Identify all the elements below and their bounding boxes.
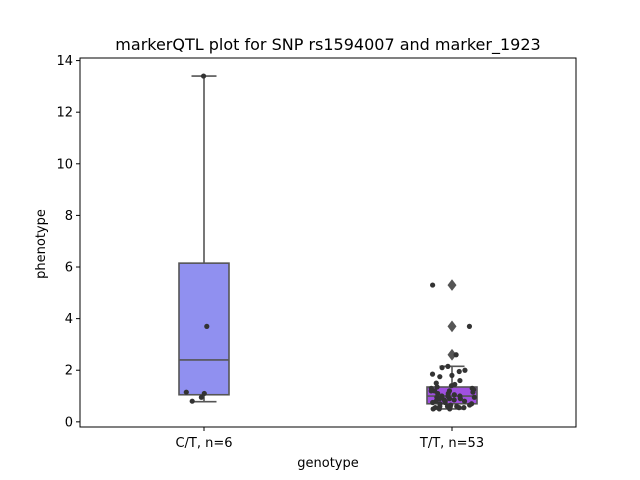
y-tick-label: 8 <box>65 209 73 224</box>
plot-frame <box>79 57 577 428</box>
data-point <box>467 402 473 408</box>
data-point <box>198 394 204 400</box>
data-point <box>445 363 451 369</box>
frame-layer <box>79 57 577 428</box>
y-tick-label: 6 <box>65 261 73 276</box>
data-point <box>470 389 476 395</box>
data-point <box>204 323 210 329</box>
data-point <box>448 383 455 389</box>
x-tick-label: T/T, n=53 <box>419 436 484 451</box>
data-point <box>201 390 207 397</box>
data-point <box>437 396 443 402</box>
data-point <box>451 392 457 398</box>
outlier-marker <box>447 320 457 333</box>
data-point <box>451 397 457 403</box>
data-point <box>457 396 463 402</box>
box-iqr <box>178 262 230 396</box>
data-point <box>200 73 207 79</box>
data-point <box>189 398 195 404</box>
data-point <box>449 372 455 378</box>
data-point <box>439 365 445 371</box>
data-point <box>436 406 442 412</box>
x-axis-label: genotype <box>297 456 358 471</box>
y-tick-label: 4 <box>65 312 73 327</box>
data-point <box>447 406 453 412</box>
data-point <box>428 388 434 394</box>
data-point <box>456 368 462 375</box>
y-tick-label: 0 <box>65 415 73 430</box>
data-point <box>462 367 468 373</box>
data-point <box>435 390 441 397</box>
data-point <box>433 380 439 386</box>
data-point <box>430 399 436 406</box>
boxes-layer <box>178 75 478 410</box>
data-point <box>466 323 473 329</box>
y-tick-label: 12 <box>56 106 73 121</box>
data-point <box>461 398 468 404</box>
data-point <box>453 352 459 358</box>
data-point <box>430 406 436 412</box>
y-tick-label: 2 <box>65 364 73 379</box>
data-point <box>434 384 440 390</box>
data-point <box>430 282 436 288</box>
data-point <box>437 374 443 380</box>
x-tick-label: C/T, n=6 <box>175 436 232 451</box>
y-tick-label: 14 <box>56 54 73 69</box>
points-layer <box>183 73 477 412</box>
chart-title: markerQTL plot for SNP rs1594007 and mar… <box>115 35 540 55</box>
data-point <box>445 393 451 399</box>
data-point <box>456 405 462 411</box>
y-axis-label: phenotype <box>34 209 49 279</box>
axes-layer: 0 2 4 6 8 10 12 14 C/T, n=6 T/T, n=53 <box>56 54 484 451</box>
y-tick-label: 10 <box>56 157 73 172</box>
data-point <box>442 399 448 406</box>
data-point <box>461 405 467 411</box>
data-point <box>457 377 463 384</box>
outlier-marker <box>447 348 457 361</box>
data-point <box>471 394 477 400</box>
data-point <box>429 371 436 377</box>
outlier-marker <box>447 279 457 291</box>
data-point <box>183 389 189 395</box>
